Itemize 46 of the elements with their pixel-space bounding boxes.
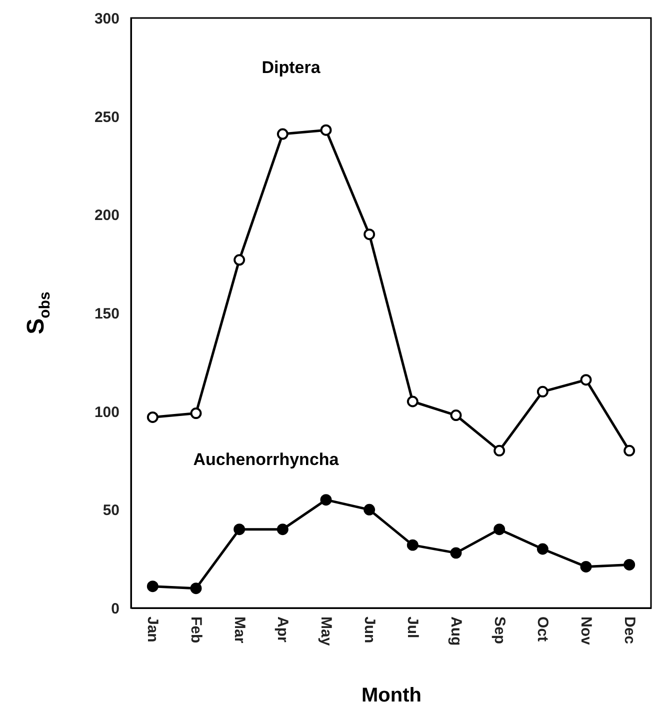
x-tick-label: Mar [230,616,248,644]
x-tick-label: Aug [448,616,464,646]
point [320,124,332,136]
point [406,396,418,408]
text: Diptera [262,58,321,78]
series-label: Auchenorrhyncha [193,450,340,469]
point [494,524,506,536]
point [320,494,332,506]
point [234,254,246,266]
y-tick-label: 300 [94,10,120,28]
x-tick-label: Jan [144,616,162,642]
point [190,408,202,420]
point [580,374,592,386]
x-tick-label: Jul [404,616,422,638]
point [624,559,636,570]
x-tick-label: Jun [360,616,378,644]
point [364,228,376,240]
point [494,444,506,456]
point [234,524,246,536]
point [190,582,202,594]
x-axis-title: Month [362,684,422,707]
point [146,580,158,592]
x-tick-label: Feb [188,616,204,644]
y-tick-label: 100 [94,404,120,421]
y-tick-label: 250 [94,108,120,126]
point [624,444,636,456]
point [450,547,462,559]
y-tick-label: 200 [94,207,120,224]
point [406,539,418,551]
point [146,412,158,423]
x-tick-label: Apr [274,616,292,642]
x-tick-label: Nov [578,616,594,646]
x-tick-label: Sep [490,616,508,644]
point [276,524,288,536]
point [450,410,462,421]
y-tick-label: 150 [94,306,120,322]
x-tick-label: May [318,616,334,646]
point [364,504,376,516]
y-tick-label: 50 [102,502,120,520]
point [276,128,288,140]
x-tick-label: Oct [534,616,552,642]
point [580,560,592,572]
y-tick-label: 0 [111,600,120,618]
x-tick-label: Dec [620,616,638,644]
point [536,386,548,398]
point [536,543,548,555]
